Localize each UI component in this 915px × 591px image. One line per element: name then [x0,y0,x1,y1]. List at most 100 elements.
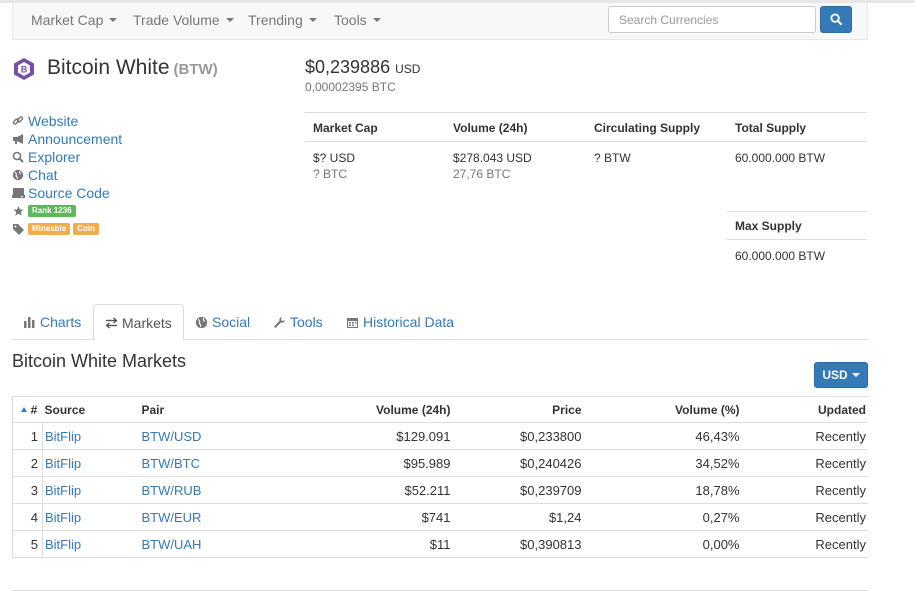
caret-down-icon [372,18,381,22]
markets-header-row: # Source Pair Volume (24h) Price Volume … [12,396,868,423]
rank-cell: 5 [12,530,43,558]
tags-icon [12,223,28,235]
caret-down-icon [308,18,317,22]
link-chat[interactable]: Chat [12,166,122,184]
table-row: 4 BitFlip BTW/EUR $741 $1,24 0,27% Recently [12,503,868,531]
column-volume-pct[interactable]: Volume (%) [583,396,742,423]
link-icon [12,115,28,127]
tab-markets[interactable]: Markets [93,304,184,341]
hdd-icon [12,187,28,199]
volume-pct-cell: 34,52% [583,449,742,477]
pair-link[interactable]: BTW/UAH [139,530,260,558]
link-source-code-label[interactable]: Source Code [28,185,110,201]
search-icon [12,151,28,163]
navbar: Market Cap Trade Volume Trending Tools [12,3,868,40]
volume-cell: $11 [259,530,453,558]
currency-dropdown-label: USD [822,368,848,382]
sort-asc-icon [21,406,28,412]
stats-header: Market Cap Volume (24h) Circulating Supp… [305,112,867,142]
market-cap-usd: $? USD [313,151,356,165]
table-row: 3 BitFlip BTW/RUB $52.211 $0,239709 18,78% Rec… [12,476,868,504]
tag-badge: Mineable [28,223,71,235]
nav-trade-volume[interactable]: Trade Volume [133,12,234,28]
currency-dropdown-button[interactable]: USD [814,362,868,388]
tab-tools-label: Tools [290,314,323,330]
globe-icon [195,316,208,329]
tab-historical-data[interactable]: Historical Data [335,304,465,340]
table-row: 2 BitFlip BTW/BTC $95.989 $0,240426 34,52% Rec… [12,449,868,477]
tab-tools[interactable]: Tools [262,304,334,340]
updated-cell: Recently [741,503,868,531]
coin-logo-icon: B [14,58,34,80]
price-usd: $0,239886 USD [305,57,420,78]
volume-cell: $95.989 [259,449,453,477]
link-announcement[interactable]: Announcement [12,130,122,148]
star-icon [12,205,28,217]
link-source-code[interactable]: Source Code [12,184,122,202]
stats-market-cap: $? USD ? BTC [313,150,355,182]
price-cell: $0,233800 [452,422,584,450]
nav-tools[interactable]: Tools [334,12,381,28]
coin-name: Bitcoin White [47,56,170,79]
updated-cell: Recently [741,422,868,450]
pair-link[interactable]: BTW/USD [139,422,260,450]
market-cap-btc: ? BTC [313,167,348,181]
volume-pct-cell: 0,27% [583,503,742,531]
max-supply-header: Max Supply [727,211,867,240]
rank-cell: 4 [12,503,43,531]
nav-market-cap[interactable]: Market Cap [31,12,118,28]
updated-cell: Recently [741,476,868,504]
column-rank[interactable]: # [12,396,43,423]
table-row: 1 BitFlip BTW/USD $129.091 $0,233800 46,43% Re… [12,422,868,450]
link-website-label[interactable]: Website [28,113,79,129]
column-updated[interactable]: Updated [741,396,868,423]
price-cell: $0,239709 [452,476,584,504]
calendar-icon [346,316,359,329]
tab-markets-label: Markets [122,314,172,331]
link-explorer-label[interactable]: Explorer [28,149,81,165]
link-chat-label[interactable]: Chat [28,167,58,183]
source-link[interactable]: BitFlip [42,530,140,558]
column-price[interactable]: Price [452,396,584,423]
pair-link[interactable]: BTW/BTC [139,449,260,477]
price-btc: 0,00002395 BTC [305,80,396,94]
tag-badge: Coin [73,223,100,235]
bar-chart-icon [23,316,36,328]
rank-badge: Rank 1236 [28,205,76,217]
source-link[interactable]: BitFlip [42,449,140,477]
max-supply-label: Max Supply [735,219,802,233]
stats-header-market-cap: Market Cap [313,121,378,135]
source-link[interactable]: BitFlip [42,503,140,531]
globe-icon [12,169,28,181]
tab-charts[interactable]: Charts [12,304,92,340]
column-volume[interactable]: Volume (24h) [259,396,453,423]
rank-cell: 3 [12,476,43,504]
pair-link[interactable]: BTW/EUR [139,503,260,531]
total-supply: 60.000.000 BTW [735,151,826,165]
markets-title: Bitcoin White Markets [12,351,187,371]
price-usd-value: $0,239886 [305,57,391,77]
max-supply: 60.000.000 BTW [735,249,826,263]
stats-header-total: Total Supply [735,121,807,135]
coin-title: Bitcoin White (BTW) [47,56,218,80]
search-input[interactable] [608,6,816,33]
markets-table: # Source Pair Volume (24h) Price Volume … [12,396,868,558]
column-pair[interactable]: Pair [139,396,260,423]
pair-link[interactable]: BTW/RUB [139,476,260,504]
link-website[interactable]: Website [12,112,122,130]
coin-symbol: (BTW) [173,61,218,78]
svg-text:B: B [21,65,28,75]
source-link[interactable]: BitFlip [42,476,140,504]
volume-btc: 27,76 BTC [453,167,511,181]
nav-trending[interactable]: Trending [248,12,317,28]
search-button[interactable] [820,6,852,33]
price-cell: $0,240426 [452,449,584,477]
link-announcement-label[interactable]: Announcement [28,131,123,147]
circulating-supply: ? BTW [594,151,631,165]
link-explorer[interactable]: Explorer [12,148,122,166]
column-source[interactable]: Source [42,396,140,423]
top-border [0,0,915,3]
tab-social[interactable]: Social [184,304,261,340]
source-link[interactable]: BitFlip [42,422,140,450]
coin-links: Website Announcement Explorer Chat Sourc… [12,112,122,238]
